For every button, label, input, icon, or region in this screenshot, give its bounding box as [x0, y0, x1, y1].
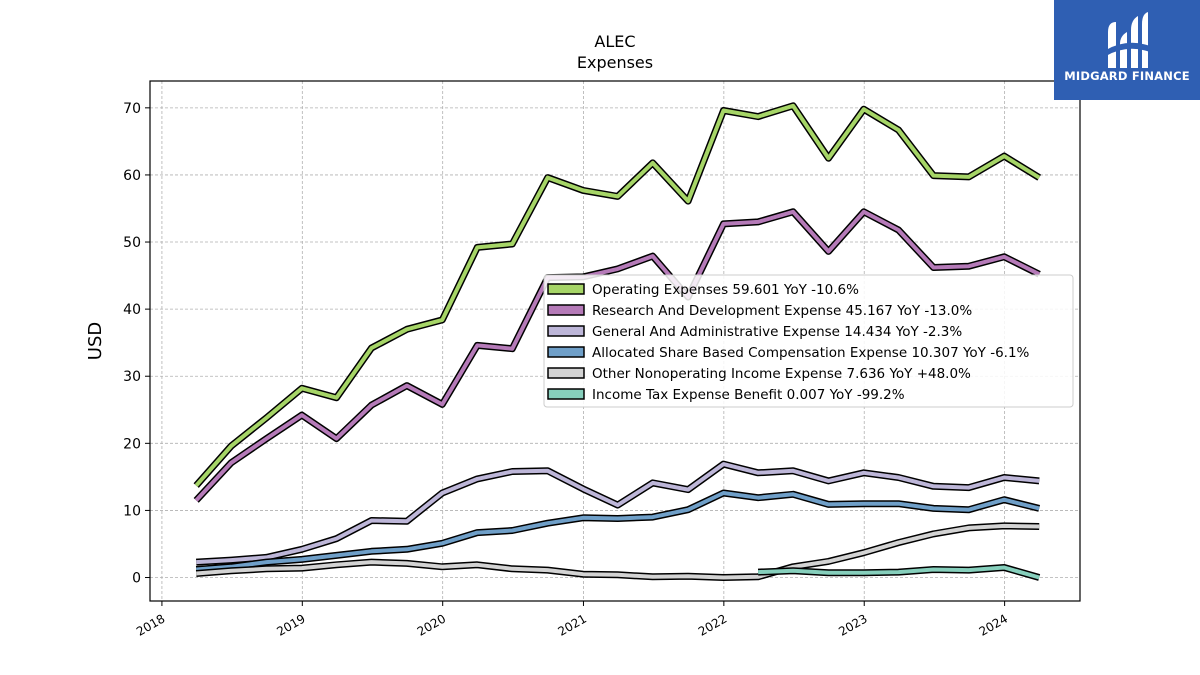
series-line-4 [196, 523, 1040, 580]
legend-swatch [547, 346, 585, 358]
plot-frame [149, 80, 1081, 602]
series-line-outline-2 [196, 460, 1040, 566]
legend-entry: Other Nonoperating Income Expense 7.636 … [592, 366, 971, 382]
legend-swatch [547, 388, 585, 400]
x-tick-label: 2018 [134, 611, 167, 638]
legend-entry: Allocated Share Based Compensation Expen… [592, 345, 1030, 361]
x-tick-label: 2023 [836, 611, 869, 638]
y-tick-label: 70 [123, 101, 141, 117]
legend-entry: General And Administrative Expense 14.43… [592, 324, 962, 340]
legend-box [543, 274, 1074, 408]
series-line-0 [194, 103, 1041, 487]
legend-swatch [547, 283, 585, 295]
chart-title: ALEC [594, 32, 635, 51]
y-tick-label: 40 [123, 302, 141, 318]
x-tick-label: 2021 [556, 611, 589, 638]
y-tick-label: 60 [123, 168, 141, 184]
chart-subtitle: Expenses [577, 53, 653, 72]
y-tick-label: 30 [123, 369, 141, 385]
legend-entry: Operating Expenses 59.601 YoY -10.6% [592, 282, 859, 298]
midgard-m-logo-icon [1106, 12, 1150, 68]
legend-entry: Research And Development Expense 45.167 … [592, 303, 972, 319]
y-tick-label: 10 [123, 503, 141, 519]
midgard-finance-logo: MIDGARD FINANCE [1054, 0, 1200, 100]
x-tick-label: 2022 [696, 611, 729, 638]
y-axis-label: USD [85, 322, 106, 360]
logo-text: MIDGARD FINANCE [1064, 69, 1190, 83]
plot-area: 0 10 20 30 40 50 60 70 2018 2019 2020 2021 2022 2023 2… [123, 80, 1081, 639]
y-tick-label: 50 [123, 235, 141, 251]
x-tick-label: 2019 [274, 611, 307, 638]
x-tick-label: 2024 [977, 611, 1010, 638]
series-line-5 [758, 565, 1040, 580]
legend-swatch [547, 325, 585, 337]
y-tick-label: 20 [123, 436, 141, 452]
series-line-2 [196, 462, 1040, 565]
series-line-3 [196, 491, 1040, 572]
x-tick-label: 2020 [415, 611, 448, 638]
legend-swatch [547, 304, 585, 316]
series-line-1 [194, 209, 1041, 502]
legend-swatch [547, 367, 585, 379]
y-tick-label: 0 [132, 571, 141, 587]
legend-entry: Income Tax Expense Benefit 0.007 YoY -99… [592, 387, 905, 403]
